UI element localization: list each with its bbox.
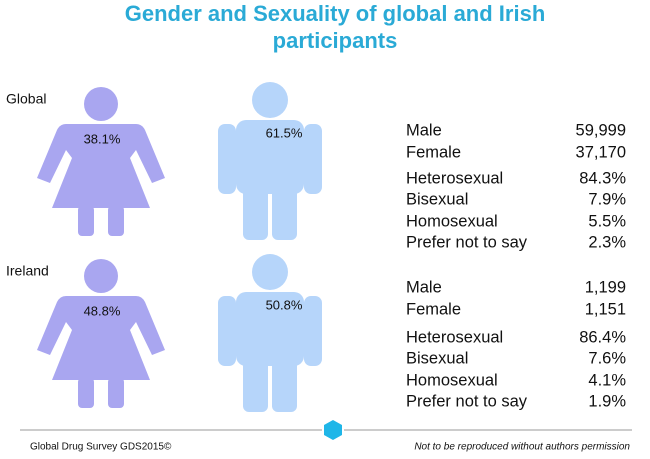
hexagon (324, 420, 342, 440)
stat-label: Female (406, 143, 461, 161)
male-percent: 50.8% (266, 297, 303, 312)
female-head (84, 259, 118, 293)
female-head (84, 87, 118, 121)
icons: 38.1% 61.5% (37, 82, 322, 240)
footer-left: Global Drug Survey GDS2015© (30, 442, 172, 453)
stat-value: 2.3% (588, 233, 626, 251)
male-arm (218, 124, 236, 194)
stat-value: 37,170 (576, 143, 626, 161)
stat-value: 7.6% (588, 349, 626, 367)
footer-right: Not to be reproduced without authors per… (414, 442, 630, 453)
stat-value: 7.9% (588, 190, 626, 208)
stat-label: Male (406, 278, 442, 296)
stat-value: 5.5% (588, 212, 626, 230)
stat-label: Heterosexual (406, 328, 503, 346)
female-leg (108, 378, 124, 408)
section-label: Ireland (6, 263, 49, 279)
stat-value: 59,999 (576, 121, 626, 139)
female-leg (78, 206, 94, 236)
stat-label: Prefer not to say (406, 233, 528, 251)
section-label: Global (6, 91, 46, 107)
male-leg (243, 357, 268, 412)
male-arm (218, 296, 236, 366)
male-torso (236, 292, 304, 366)
female-leg (78, 378, 94, 408)
female-leg (108, 206, 124, 236)
stat-value: 86.4% (579, 328, 626, 346)
female-body (37, 296, 165, 380)
stat-label: Bisexual (406, 349, 468, 367)
male-head (252, 82, 288, 118)
title: Gender and Sexuality of global and Irish… (125, 1, 546, 53)
female-percent: 48.8% (84, 303, 121, 318)
stat-value: 1,151 (585, 300, 626, 318)
stat-label: Heterosexual (406, 169, 503, 187)
stat-label: Homosexual (406, 212, 498, 230)
male-torso (236, 120, 304, 194)
male-leg (272, 357, 297, 412)
male-leg (243, 185, 268, 240)
male-arm (304, 124, 322, 194)
male-leg (272, 185, 297, 240)
male-head (252, 254, 288, 290)
stat-value: 4.1% (588, 371, 626, 389)
stat-value: 1.9% (588, 392, 626, 410)
stat-value: 84.3% (579, 169, 626, 187)
stat-label: Bisexual (406, 190, 468, 208)
stat-label: Homosexual (406, 371, 498, 389)
female-body (37, 124, 165, 208)
male-arm (304, 296, 322, 366)
stat-value: 1,199 (585, 278, 626, 296)
stat-label: Female (406, 300, 461, 318)
male-percent: 61.5% (266, 125, 303, 140)
female-percent: 38.1% (84, 131, 121, 146)
stat-label: Prefer not to say (406, 392, 528, 410)
stat-label: Male (406, 121, 442, 139)
icons: 48.8% 50.8% (37, 254, 322, 412)
